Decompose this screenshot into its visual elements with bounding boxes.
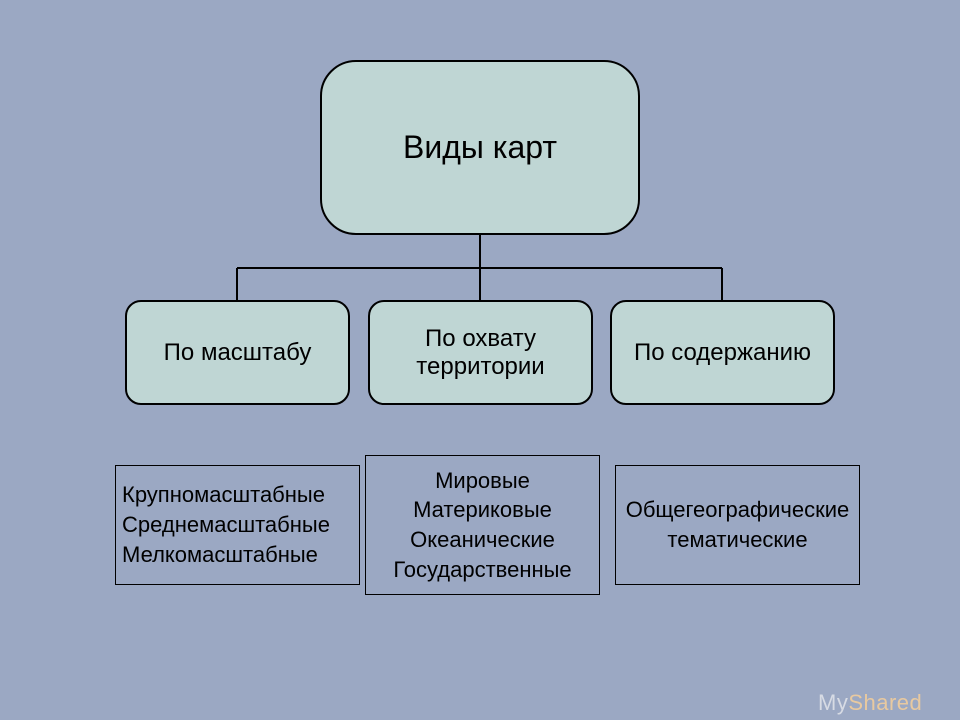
- leaf-line: Мелкомасштабные: [122, 540, 353, 570]
- leaf-line: Материковые: [413, 495, 552, 525]
- leaf-box-content: Общегеографическиетематические: [615, 465, 860, 585]
- leaf-line: тематические: [667, 525, 807, 555]
- watermark-colored: Shared: [848, 690, 922, 715]
- child-node-scale: По масштабу: [125, 300, 350, 405]
- root-node: Виды карт: [320, 60, 640, 235]
- watermark-plain: My: [818, 690, 848, 715]
- leaf-box-scale: КрупномасштабныеСреднемасштабныеМелкомас…: [115, 465, 360, 585]
- leaf-line: Государственные: [393, 555, 571, 585]
- root-node-label: Виды карт: [403, 129, 557, 166]
- child-node-territory: По охвату территории: [368, 300, 593, 405]
- child-node-label: По масштабу: [164, 339, 312, 367]
- child-node-content: По содержанию: [610, 300, 835, 405]
- leaf-line: Мировые: [435, 466, 530, 496]
- leaf-line: Океанические: [410, 525, 555, 555]
- child-node-label: По охвату территории: [370, 325, 591, 381]
- child-node-label: По содержанию: [634, 339, 811, 367]
- diagram-canvas: Виды карт По масштабу КрупномасштабныеСре…: [0, 0, 960, 720]
- watermark: MyShared: [818, 690, 922, 716]
- leaf-line: Общегеографические: [626, 495, 850, 525]
- leaf-line: Крупномасштабные: [122, 480, 353, 510]
- leaf-line: Среднемасштабные: [122, 510, 353, 540]
- leaf-box-territory: МировыеМатериковыеОкеаническиеГосударств…: [365, 455, 600, 595]
